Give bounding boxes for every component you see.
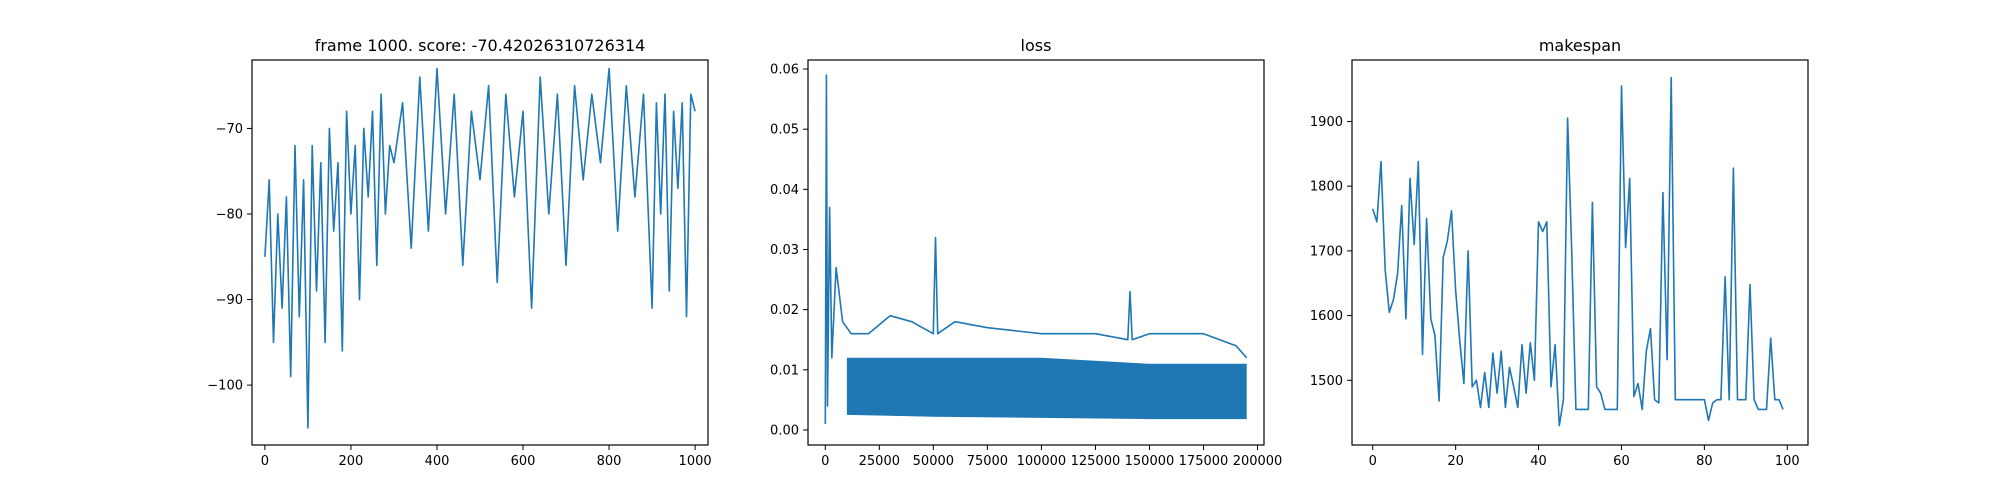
chart-loss-y-tick-label: 0.04 <box>770 183 799 198</box>
chart-makespan-title: makespan <box>1539 36 1621 55</box>
chart-score-frame <box>251 59 709 446</box>
chart-loss-x-tick-label: 0 <box>821 454 829 469</box>
chart-score-y-tick-label: −90 <box>216 293 243 308</box>
chart-makespan-y-tick-label: 1500 <box>1310 374 1343 389</box>
chart-loss-y-tick-label: 0.03 <box>770 243 799 258</box>
chart-loss-y-tick-label: 0.02 <box>770 303 799 318</box>
chart-loss-x-tick-label: 25000 <box>859 454 900 469</box>
chart-loss-title: loss <box>1021 36 1052 55</box>
chart-loss-series-line <box>824 74 1248 424</box>
chart-score-x-tick-label: 400 <box>425 454 450 469</box>
chart-makespan-x-tick-label: 40 <box>1530 454 1547 469</box>
chart-loss-y-tick-label: 0.05 <box>770 123 799 138</box>
chart-makespan-y-tick-label: 1800 <box>1310 180 1343 195</box>
chart-score-y-tick-label: −100 <box>207 379 243 394</box>
chart-loss-plot-area <box>824 74 1248 424</box>
chart-loss-y-axis: 0.00 0.01 0.02 0.03 0.04 0.05 0.06 <box>770 63 808 438</box>
chart-makespan-x-tick-label: 60 <box>1613 454 1630 469</box>
chart-makespan-plot-area <box>1371 76 1784 427</box>
chart-makespan-frame <box>1351 59 1809 446</box>
chart-score-y-tick-label: −70 <box>216 122 243 137</box>
chart-loss-y-tick-label: 0.06 <box>770 63 799 78</box>
chart-score-series-line <box>264 67 696 429</box>
chart-score-y-axis: −100 −90 −80 −70 <box>207 122 252 394</box>
chart-score: frame 1000. score: -70.42026310726314 0 2… <box>207 36 711 469</box>
chart-loss-x-tick-label: 175000 <box>1179 454 1229 469</box>
chart-makespan-y-tick-label: 1700 <box>1310 244 1343 259</box>
chart-loss-x-tick-label: 150000 <box>1125 454 1175 469</box>
chart-loss-x-tick-label: 50000 <box>913 454 954 469</box>
chart-loss-x-axis: 0 25000 50000 75000 100000 125000 150000 175000… <box>821 445 1282 469</box>
chart-makespan-x-tick-label: 0 <box>1369 454 1377 469</box>
chart-loss-band <box>846 357 1247 420</box>
chart-makespan-x-tick-label: 20 <box>1447 454 1464 469</box>
chart-score-y-tick-label: −80 <box>216 208 243 223</box>
chart-score-x-tick-label: 800 <box>597 454 622 469</box>
chart-loss-x-tick-label: 100000 <box>1017 454 1067 469</box>
chart-makespan-y-tick-label: 1600 <box>1310 309 1343 324</box>
chart-loss-x-tick-label: 200000 <box>1233 454 1283 469</box>
chart-makespan-y-axis: 1500 1600 1700 1800 1900 <box>1310 115 1352 389</box>
chart-makespan: makespan 0 20 40 60 80 100 1500 1600 1700 1800 19… <box>1310 36 1809 469</box>
chart-score-x-axis: 0 200 400 600 800 1000 <box>261 445 712 469</box>
chart-score-x-tick-label: 0 <box>261 454 269 469</box>
chart-loss-x-tick-label: 125000 <box>1071 454 1121 469</box>
chart-loss-frame <box>807 59 1265 446</box>
chart-loss-y-tick-label: 0.00 <box>770 423 799 438</box>
chart-loss-x-tick-label: 75000 <box>967 454 1008 469</box>
chart-score-x-tick-label: 1000 <box>679 454 712 469</box>
chart-makespan-x-tick-label: 80 <box>1696 454 1713 469</box>
chart-score-plot-area <box>264 67 696 429</box>
chart-score-x-tick-label: 600 <box>511 454 536 469</box>
chart-loss-y-tick-label: 0.01 <box>770 363 799 378</box>
chart-score-x-tick-label: 200 <box>339 454 364 469</box>
chart-score-title: frame 1000. score: -70.42026310726314 <box>315 36 646 55</box>
chart-makespan-x-axis: 0 20 40 60 80 100 <box>1369 445 1800 469</box>
chart-makespan-y-tick-label: 1900 <box>1310 115 1343 130</box>
chart-makespan-series-line <box>1371 76 1784 427</box>
chart-makespan-x-tick-label: 100 <box>1775 454 1800 469</box>
chart-loss: loss 0 25000 50000 75000 100000 125000 150000 1… <box>770 36 1282 469</box>
